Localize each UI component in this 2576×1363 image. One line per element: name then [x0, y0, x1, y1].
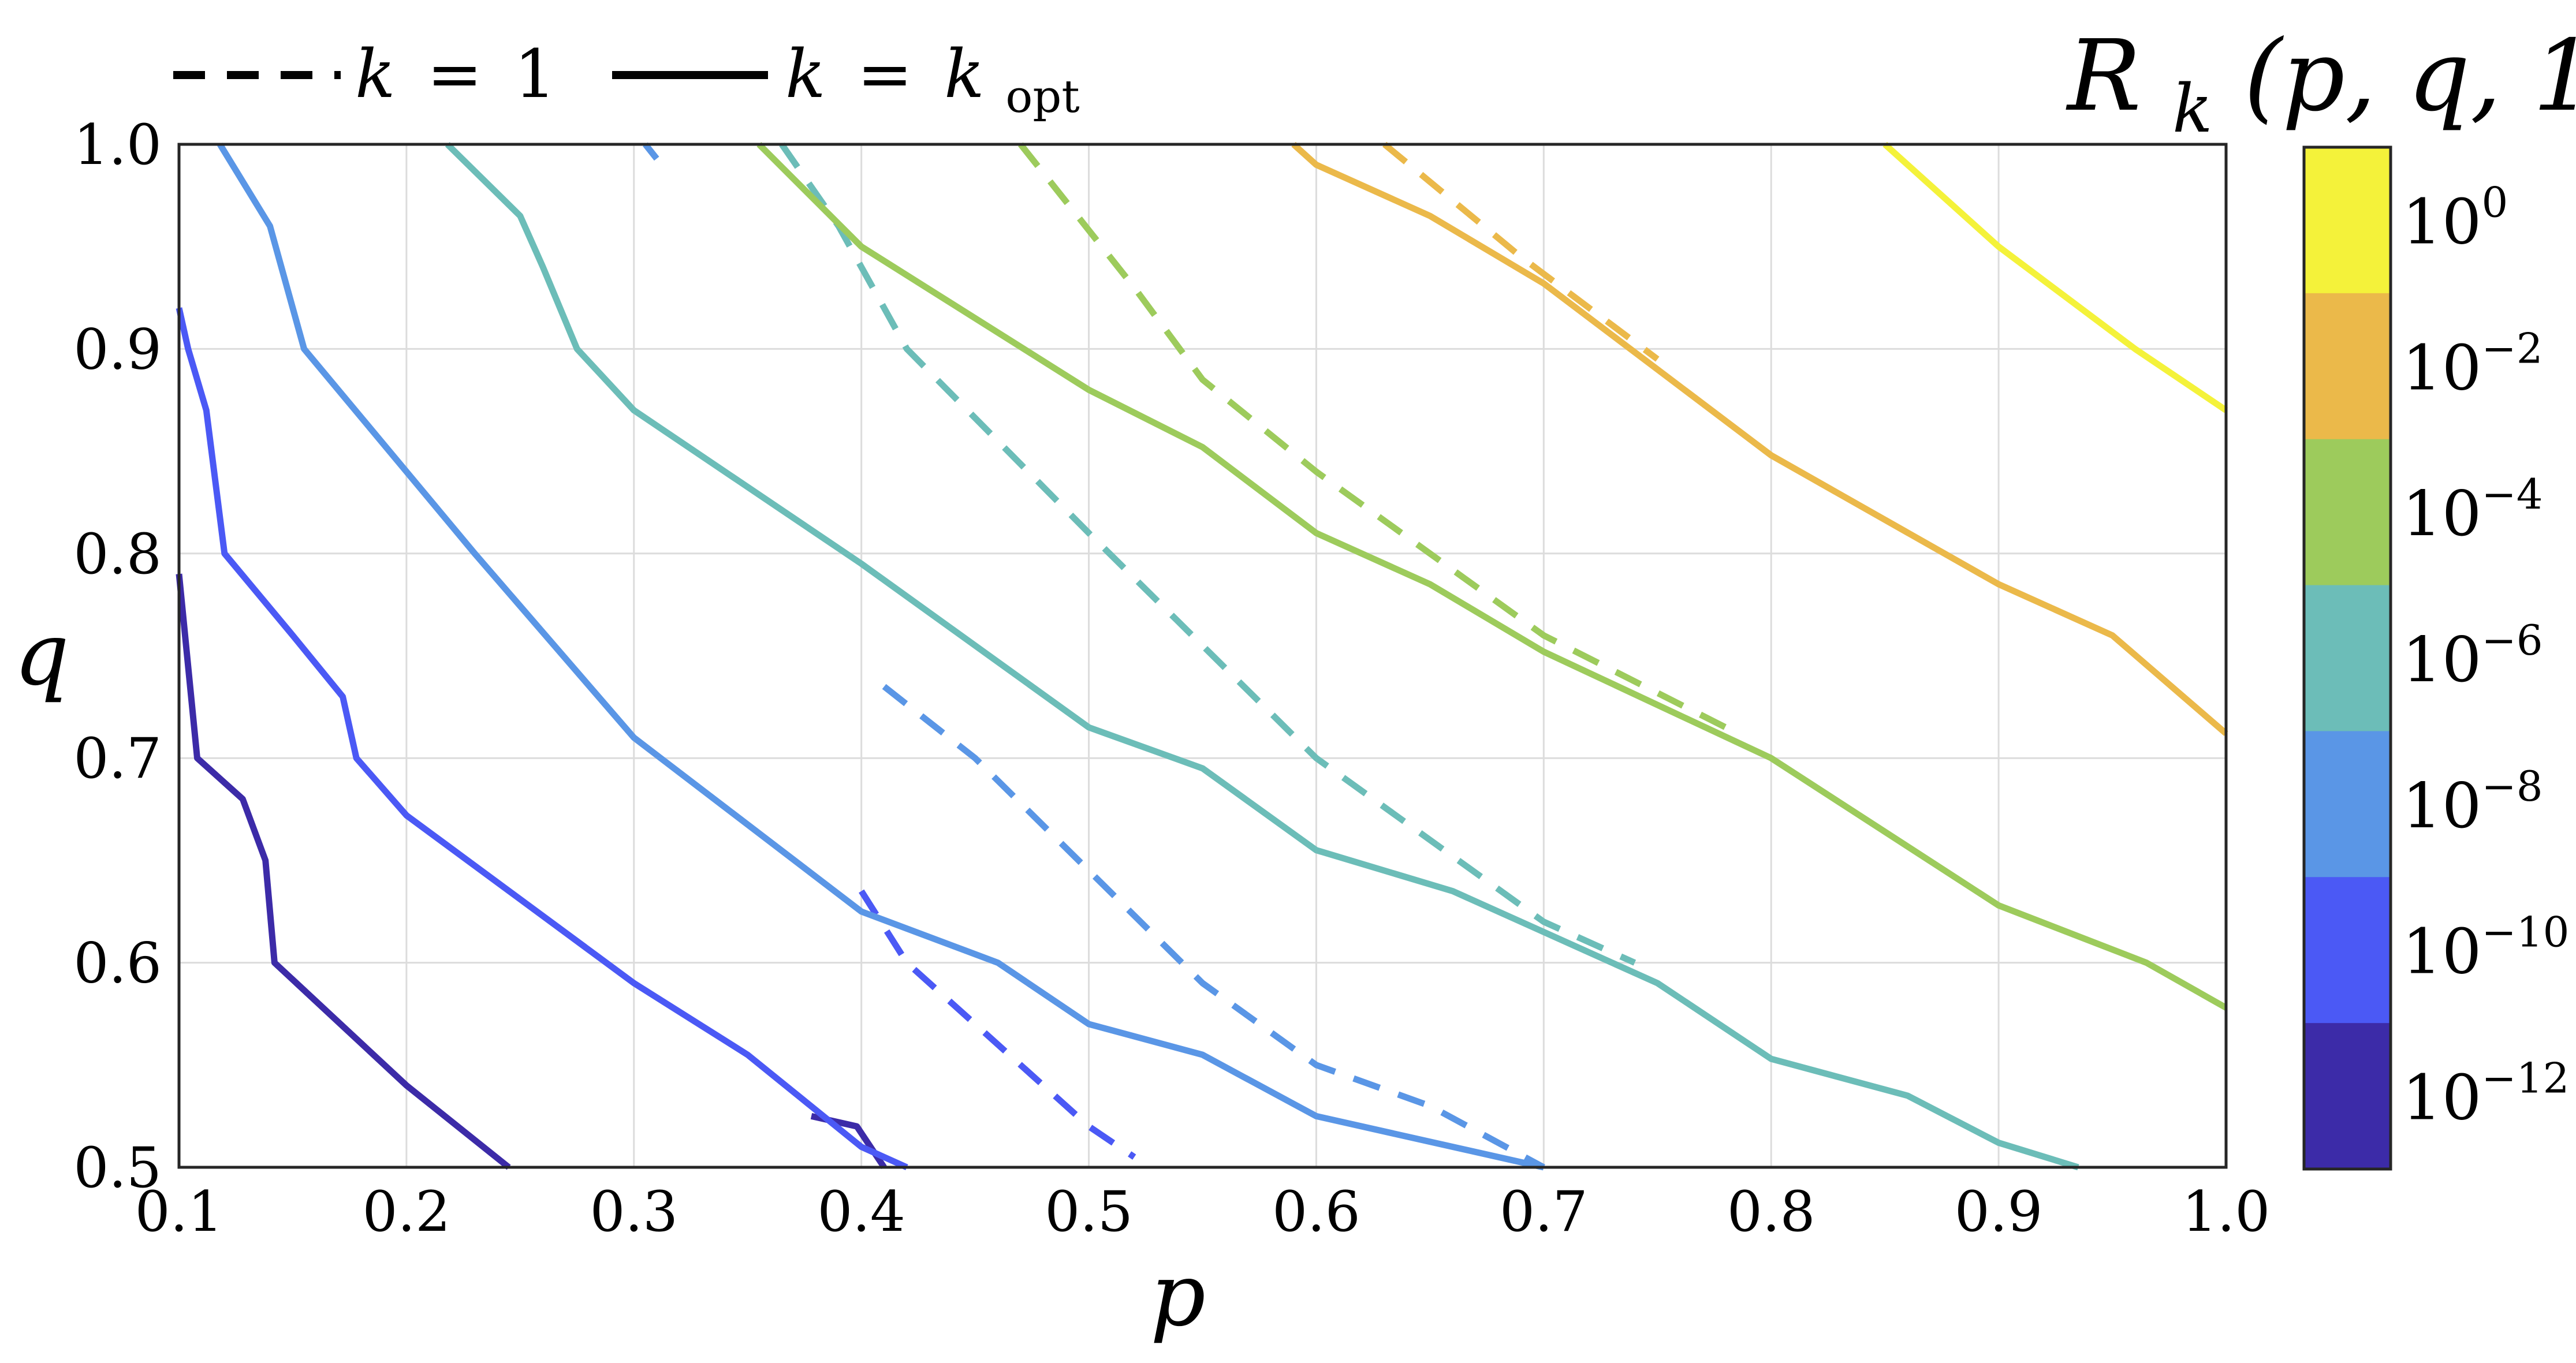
y-tick-label: 0.5: [73, 1136, 162, 1200]
colorbar-level-label: 10−4: [2402, 470, 2543, 550]
x-tick-label: 1.0: [2182, 1179, 2271, 1244]
contour-line-kopt: [1291, 141, 2228, 736]
y-tick-label: 1.0: [73, 113, 162, 177]
x-tick-labels: 0.1 0.2 0.3 0.4 0.5 0.6 0.7 0.8 0.9 1.0: [135, 1179, 2271, 1244]
y-tick-label: 0.7: [73, 726, 162, 791]
contour-line-k1: [882, 684, 1545, 1170]
legend-label-kopt: k = k opt: [785, 36, 1080, 123]
colorbar-level: [2304, 731, 2391, 877]
y-axis-label: q: [14, 604, 69, 705]
x-tick-label: 0.2: [363, 1179, 451, 1244]
colorbar-title: R k (p, q, 10): [2066, 19, 2576, 155]
contour-line-k1: [779, 142, 1636, 966]
contour-line-kopt: [445, 142, 2079, 1171]
legend: k = 1 k = k opt: [173, 36, 1080, 123]
colorbar-level: [2304, 293, 2391, 440]
series-layer: [176, 141, 2228, 1171]
x-axis-label: p: [1150, 1245, 1206, 1346]
contour-line-kopt: [176, 307, 908, 1171]
x-tick-label: 0.8: [1727, 1179, 1815, 1244]
x-tick-label: 0.7: [1500, 1179, 1588, 1244]
y-tick-label: 0.9: [73, 317, 162, 382]
x-tick-label: 0.4: [817, 1179, 905, 1244]
colorbar-level: [2304, 147, 2391, 294]
x-tick-label: 0.5: [1045, 1179, 1133, 1244]
contour-line-k1: [859, 889, 1136, 1160]
contour-line-kopt: [1882, 141, 2228, 413]
y-tick-label: 0.6: [73, 931, 162, 996]
colorbar-level-label: 10−8: [2402, 762, 2543, 842]
y-tick-labels: 0.5 0.6 0.7 0.8 0.9 1.0: [73, 113, 162, 1200]
contour-line-k1: [643, 142, 659, 161]
contour-line-kopt: [217, 143, 1545, 1171]
contour-line-kopt: [176, 573, 511, 1170]
x-tick-label: 0.3: [590, 1179, 678, 1244]
colorbar-level-label: 10−10: [2402, 908, 2569, 988]
x-tick-label: 0.9: [1955, 1179, 2043, 1244]
contour-line-k1: [1018, 142, 1727, 730]
colorbar-level-label: 10−6: [2402, 616, 2543, 696]
colorbar-level: [2304, 439, 2391, 586]
contour-line-kopt: [756, 142, 2228, 1011]
colorbar-level: [2304, 1023, 2391, 1170]
colorbar-level: [2304, 877, 2391, 1024]
colorbar-labels: 100 10−2 10−4 10−6 10−8 10−10 10−12: [2402, 178, 2569, 1134]
colorbar: [2302, 145, 2392, 1171]
colorbar-frame: [2302, 145, 2392, 1171]
colorbar-level-label: 100: [2402, 178, 2508, 258]
x-tick-label: 0.1: [135, 1179, 223, 1244]
colorbar-level-label: 10−12: [2402, 1054, 2569, 1134]
x-tick-label: 0.6: [1272, 1179, 1360, 1244]
contour-line-k1: [1382, 141, 1660, 362]
colorbar-level: [2304, 585, 2391, 731]
colorbar-level-label: 10−2: [2402, 324, 2543, 404]
plot-frame: [177, 143, 2228, 1169]
y-tick-label: 0.8: [73, 522, 162, 587]
legend-label-k1: k = 1: [355, 36, 556, 113]
